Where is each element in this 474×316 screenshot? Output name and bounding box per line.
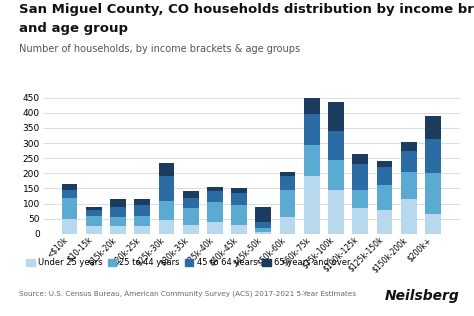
Bar <box>377 161 392 167</box>
Bar <box>231 225 247 234</box>
Bar <box>255 228 271 232</box>
Bar <box>158 176 174 201</box>
Bar <box>207 187 223 191</box>
Bar <box>134 199 150 205</box>
Bar <box>425 116 441 138</box>
Bar <box>304 176 319 234</box>
Bar <box>304 114 319 145</box>
Bar <box>280 190 295 217</box>
Text: Number of households, by income brackets & age groups: Number of households, by income brackets… <box>19 44 300 54</box>
Bar <box>280 172 295 176</box>
Bar <box>183 191 199 198</box>
Bar <box>280 176 295 190</box>
Bar <box>401 199 417 234</box>
Bar <box>134 216 150 226</box>
Bar <box>62 190 77 198</box>
Bar <box>134 205 150 216</box>
Bar <box>280 217 295 234</box>
Bar <box>207 222 223 234</box>
Bar <box>62 219 77 234</box>
Bar <box>352 208 368 234</box>
Bar <box>304 145 319 176</box>
Bar <box>110 207 126 217</box>
Bar <box>377 210 392 234</box>
Bar <box>110 226 126 234</box>
Bar <box>86 226 101 234</box>
Bar <box>231 188 247 193</box>
Text: Neilsberg: Neilsberg <box>385 289 460 303</box>
Bar <box>328 131 344 160</box>
Bar <box>134 226 150 234</box>
Bar <box>62 184 77 190</box>
Bar <box>328 160 344 190</box>
Bar <box>255 232 271 234</box>
Bar <box>207 202 223 222</box>
Bar <box>377 185 392 210</box>
Bar <box>183 208 199 225</box>
Bar <box>401 172 417 199</box>
Bar <box>86 207 101 210</box>
Bar <box>158 201 174 220</box>
Bar <box>183 225 199 234</box>
Bar <box>328 190 344 234</box>
Bar <box>110 217 126 226</box>
Bar <box>158 220 174 234</box>
Bar <box>425 173 441 214</box>
Bar <box>304 98 319 114</box>
Legend: Under 25 years, 25 to 44 years, 45 to 64 years, 65 years and over: Under 25 years, 25 to 44 years, 45 to 64… <box>23 255 354 271</box>
Bar <box>231 193 247 205</box>
Bar <box>352 190 368 208</box>
Bar <box>377 167 392 185</box>
Bar <box>255 222 271 228</box>
Bar <box>207 191 223 202</box>
Bar <box>86 216 101 226</box>
Bar <box>328 102 344 131</box>
Bar <box>62 198 77 219</box>
Bar <box>158 163 174 176</box>
Bar <box>110 199 126 207</box>
Bar <box>352 164 368 190</box>
Bar <box>231 205 247 225</box>
Bar <box>401 151 417 172</box>
Bar <box>401 142 417 151</box>
Text: San Miguel County, CO households distribution by income bracket: San Miguel County, CO households distrib… <box>19 3 474 16</box>
Bar <box>425 138 441 173</box>
Text: and age group: and age group <box>19 22 128 35</box>
Bar <box>425 214 441 234</box>
Bar <box>352 154 368 164</box>
Bar <box>86 210 101 216</box>
Text: Source: U.S. Census Bureau, American Community Survey (ACS) 2017-2021 5-Year Est: Source: U.S. Census Bureau, American Com… <box>19 291 356 297</box>
Bar <box>183 198 199 208</box>
Bar <box>255 207 271 222</box>
